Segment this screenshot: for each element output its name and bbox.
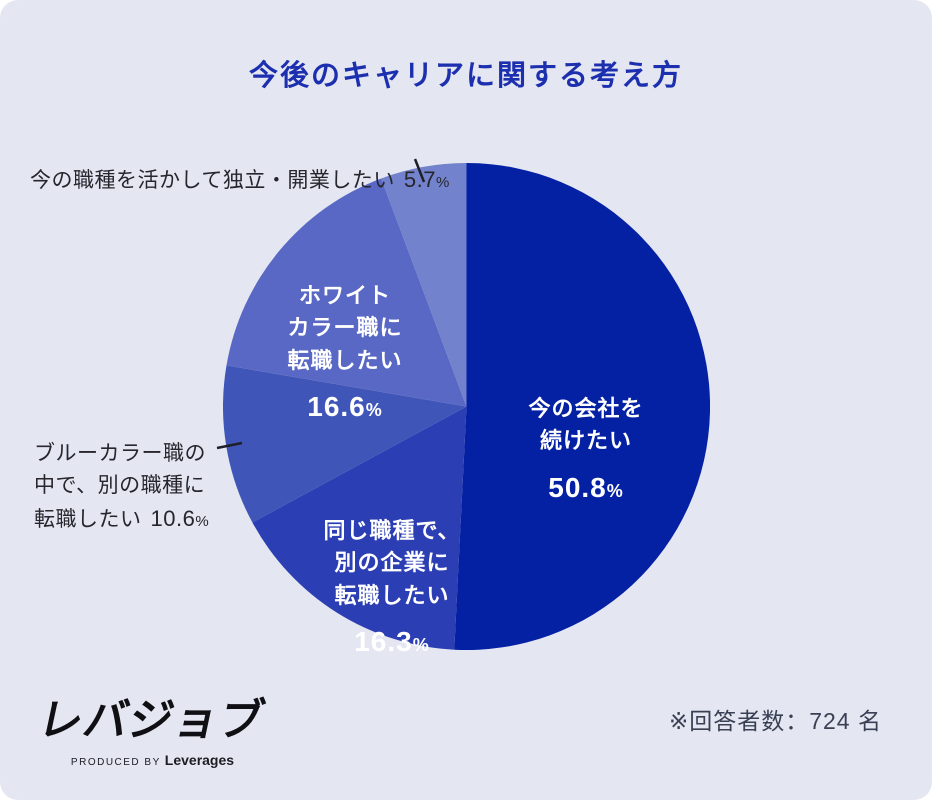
slice-label-text: 同じ職種で、 別の企業に 転職したい <box>323 517 461 608</box>
slice-label-independent: 今の職種を活かして独立・開業したい 5.7% <box>30 131 450 197</box>
pie-chart-svg <box>223 163 710 650</box>
slice-label-same-job-other-company: 同じ職種で、 別の企業に 転職したい 16.3% <box>323 482 460 695</box>
slice-label-whitecollar: ホワイト カラー職に 転職したい 16.6% <box>287 247 402 460</box>
slice-value: 10.6% <box>150 505 210 531</box>
brand-logo-subtitle: PRODUCED BY Leverages <box>40 752 265 770</box>
pie-slice-2 <box>223 365 467 523</box>
produced-by-label: PRODUCED BY <box>70 757 161 768</box>
slice-value: 50.8% <box>548 471 624 503</box>
slice-label-text: ブルーカラー職の 中で、別の職種に 転職したい <box>34 441 206 531</box>
company-name: Leverages <box>164 752 235 768</box>
respondents-note: ※回答者数：724 名 <box>668 708 882 734</box>
chart-title: 今後のキャリアに関する考え方 <box>248 60 683 92</box>
slice-value: 5.7% <box>403 166 450 192</box>
slice-label-text: 今の会社を 続けたい <box>528 395 644 454</box>
slice-label-stay-company: 今の会社を 続けたい 50.8% <box>528 360 643 541</box>
pie-slice-0 <box>454 163 710 650</box>
slice-value: 16.3% <box>354 626 430 658</box>
pie-slice-1 <box>252 406 467 650</box>
slice-label-text: 今の職種を活かして独立・開業したい <box>30 168 395 192</box>
slice-label-bluecollar: ブルーカラー職の 中で、別の職種に 転職したい 10.6% <box>34 406 209 536</box>
brand-logo: レバジョブ PRODUCED BY Leverages <box>34 684 269 770</box>
pie-slice-3 <box>226 178 467 407</box>
pie-slice-4 <box>381 163 467 407</box>
slice-value: 16.6% <box>307 391 383 423</box>
brand-logo-text: レバジョブ <box>33 696 270 745</box>
slice-label-text: ホワイト カラー職に 転職したい <box>287 282 403 373</box>
